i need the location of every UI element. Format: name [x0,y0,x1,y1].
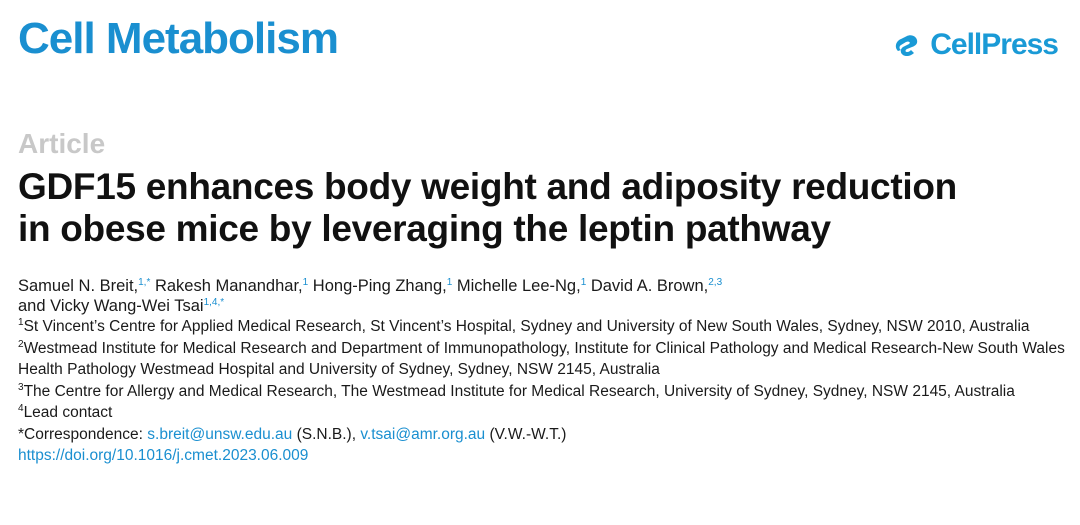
author[interactable]: David A. Brown,2,3 [590,277,723,295]
author[interactable]: Samuel N. Breit,1,* [18,277,151,295]
email-link-tsai[interactable]: v.tsai@amr.org.au [360,425,486,443]
author[interactable]: Rakesh Manandhar,1 [154,277,309,295]
author[interactable]: Michelle Lee-Ng,1 [456,277,587,295]
affiliation: 1St Vincent’s Centre for Applied Medical… [18,317,1030,336]
doi-link[interactable]: https://doi.org/10.1016/j.cmet.2023.06.0… [18,447,309,464]
journal-title: Cell Metabolism [18,14,339,63]
author[interactable]: Hong-Ping Zhang,1 [312,277,453,295]
publisher-logo: CellPress [892,28,1059,62]
lead-contact: 4Lead contact [18,403,113,422]
article-type: Article [18,128,106,159]
affiliation: 2Westmead Institute for Medical Research… [18,338,1065,378]
article-title: GDF15 enhances body weight and adiposity… [18,166,957,249]
correspondence: *Correspondence: s.breit@unsw.edu.au (S.… [18,425,567,443]
author-list: Samuel N. Breit,1,* Rakesh Manandhar,1 H… [18,276,1068,316]
publisher-name: CellPress [930,28,1059,61]
email-link-breit[interactable]: s.breit@unsw.edu.au [147,425,293,443]
cellpress-logo-icon [896,35,918,57]
author[interactable]: and Vicky Wang-Wei Tsai1,4,* [18,297,225,315]
affiliation: 3The Centre for Allergy and Medical Rese… [18,381,1015,400]
